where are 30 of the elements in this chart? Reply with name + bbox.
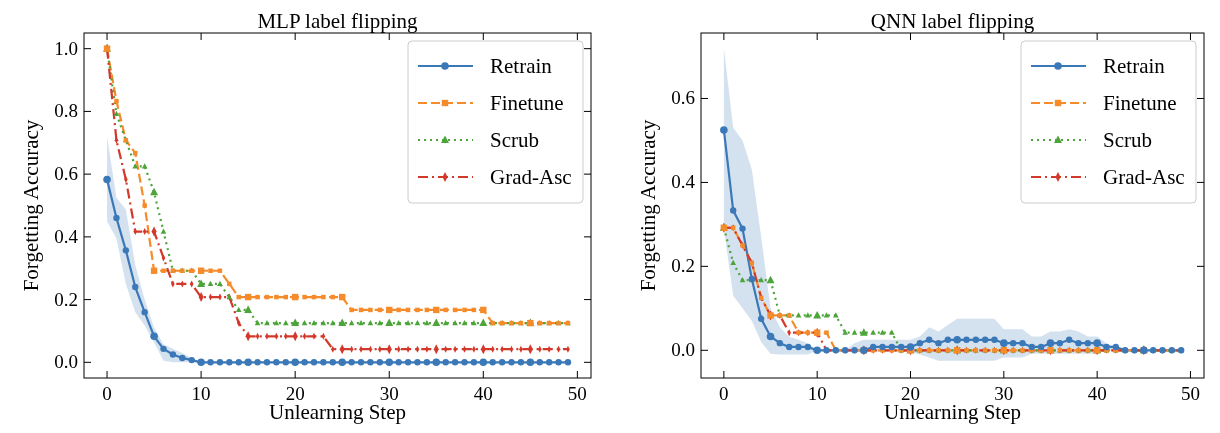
chart-title: QNN label flipping [870, 9, 1035, 33]
y-tick-label: 0.6 [54, 163, 78, 185]
legend-label: Scrub [1103, 128, 1152, 152]
x-tick-label: 40 [473, 383, 493, 404]
legend-label: Retrain [1103, 54, 1166, 78]
chart-title: MLP label flipping [257, 9, 419, 33]
x-tick-label: 40 [1087, 383, 1107, 404]
x-tick-label: 50 [567, 383, 587, 404]
legend-label: Finetune [490, 91, 564, 115]
y-tick-label: 0.8 [54, 100, 78, 122]
x-tick-label: 0 [102, 383, 112, 404]
y-tick-label: 0.4 [671, 171, 696, 193]
x-tick-label: 50 [1180, 383, 1200, 404]
y-tick-label: 0.2 [54, 288, 78, 310]
y-axis-title: Forgetting Accuracy [19, 119, 43, 292]
y-tick-label: 0.0 [54, 351, 78, 373]
y-tick-label: 1.0 [54, 37, 78, 59]
legend-label: Retrain [490, 54, 553, 78]
y-tick-label: 0.0 [671, 339, 695, 361]
x-tick-label: 10 [807, 383, 827, 404]
x-tick-label: 0 [719, 383, 729, 404]
legend-label: Grad-Asc [1103, 165, 1185, 189]
y-tick-label: 0.4 [54, 225, 79, 247]
legend-label: Scrub [490, 128, 539, 152]
legend-label: Finetune [1103, 91, 1177, 115]
legend-label: Grad-Asc [490, 165, 572, 189]
x-tick-label: 10 [191, 383, 211, 404]
y-tick-label: 0.6 [671, 87, 695, 109]
y-axis-title: Forgetting Accuracy [636, 119, 660, 292]
y-tick-label: 0.2 [671, 255, 695, 277]
